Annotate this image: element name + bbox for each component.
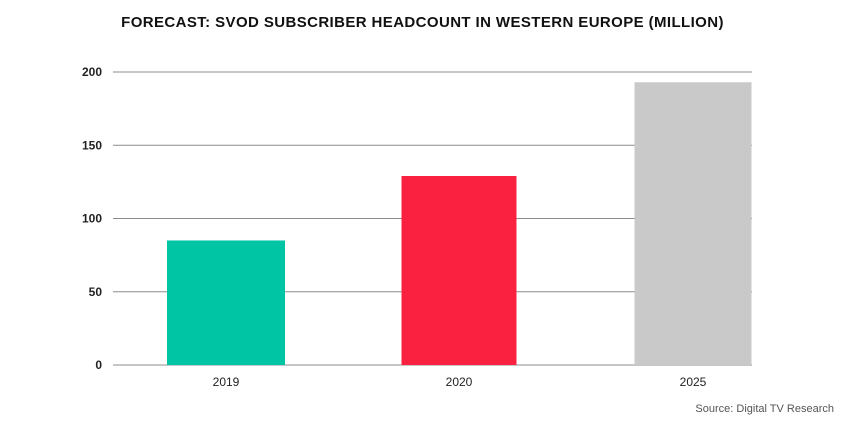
bars xyxy=(167,82,752,365)
source-note: Source: Digital TV Research xyxy=(695,403,834,415)
y-tick-label: 50 xyxy=(89,285,103,299)
y-tick-label: 100 xyxy=(82,212,102,226)
y-tick-label: 150 xyxy=(82,138,102,152)
y-tick-label: 200 xyxy=(82,65,102,79)
bar-2025 xyxy=(634,82,752,365)
y-tick-label: 0 xyxy=(95,358,102,372)
x-tick-label: 2020 xyxy=(446,375,473,389)
x-axis-ticks: 2019 2020 2025 xyxy=(213,375,707,389)
bar-2020 xyxy=(401,176,517,365)
bar-2019 xyxy=(167,240,285,365)
x-tick-label: 2019 xyxy=(213,375,240,389)
x-tick-label: 2025 xyxy=(680,375,707,389)
y-axis-ticks: 0 50 100 150 200 xyxy=(82,65,102,372)
chart-title: FORECAST: SVOD SUBSCRIBER HEADCOUNT IN W… xyxy=(121,14,724,31)
